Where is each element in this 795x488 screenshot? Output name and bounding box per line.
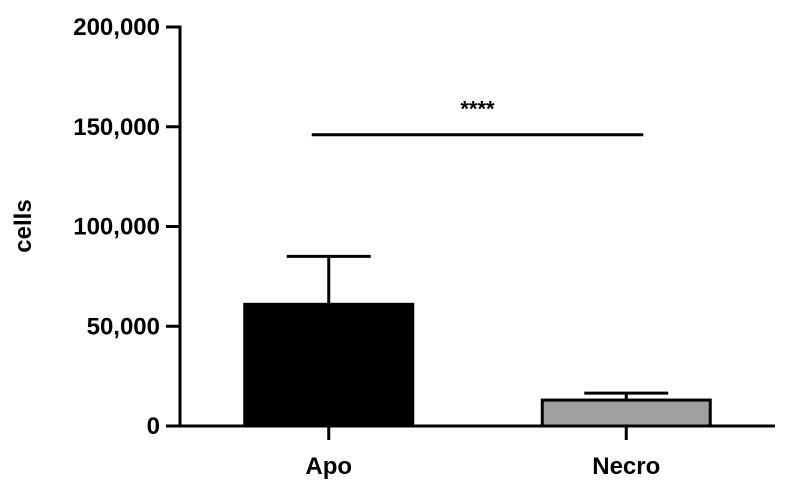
bar-necro (540, 398, 712, 428)
bars (243, 254, 712, 428)
significance-annotations: **** (311, 97, 644, 137)
x-tick-label-apo: Apo (305, 453, 352, 480)
y-tick-label: 100,000 (73, 214, 160, 241)
y-axis: 0 50,000 100,000 150,000 200,000 (73, 14, 182, 440)
y-tick-label: 0 (147, 413, 160, 440)
y-tick-label: 150,000 (73, 114, 160, 141)
x-tick-label-necro: Necro (592, 453, 660, 480)
y-tick-label: 50,000 (87, 313, 160, 340)
significance-label: **** (460, 97, 495, 122)
x-axis: Apo Necro (178, 424, 775, 480)
y-axis-title: cells (10, 199, 37, 252)
y-tick-label: 200,000 (73, 14, 160, 41)
bar-apo (243, 302, 415, 428)
